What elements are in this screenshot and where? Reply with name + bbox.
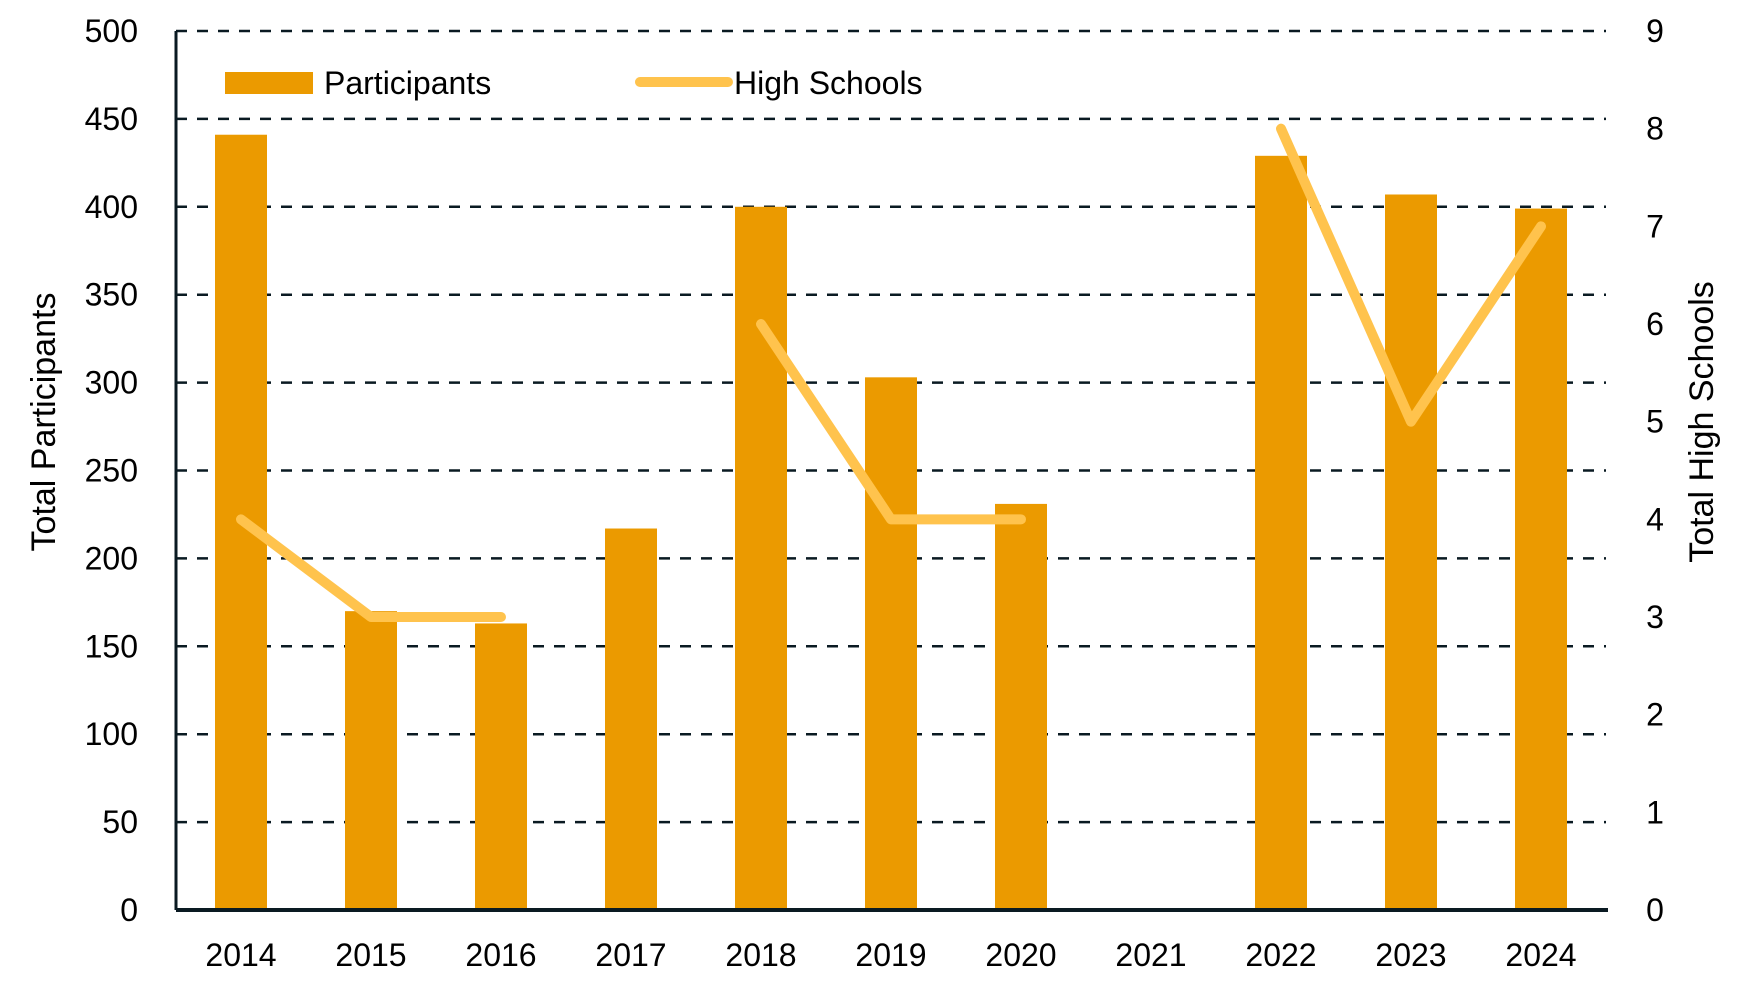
left-tick-label: 250 — [85, 453, 138, 489]
x-tick-label: 2017 — [595, 937, 666, 973]
x-tick-label: 2016 — [465, 937, 536, 973]
right-tick-label: 2 — [1646, 697, 1664, 733]
left-axis-ticks: 0 50 100 150 200 250 300 350 400 450 500 — [85, 13, 138, 928]
left-tick-label: 0 — [120, 892, 138, 928]
x-tick-label: 2024 — [1505, 937, 1576, 973]
right-tick-label: 8 — [1646, 111, 1664, 147]
legend: Participants High Schools — [225, 65, 923, 101]
left-tick-label: 150 — [85, 628, 138, 664]
x-tick-label: 2022 — [1245, 937, 1316, 973]
axes — [174, 31, 1608, 912]
right-tick-label: 4 — [1646, 501, 1664, 537]
left-tick-label: 50 — [102, 804, 138, 840]
left-tick-label: 450 — [85, 101, 138, 137]
bar-2017 — [605, 528, 657, 910]
legend-participants-swatch — [225, 72, 313, 94]
bar-2015 — [345, 611, 397, 910]
left-tick-label: 300 — [85, 365, 138, 401]
right-tick-label: 6 — [1646, 306, 1664, 342]
x-tick-label: 2020 — [985, 937, 1056, 973]
right-tick-label: 1 — [1646, 794, 1664, 830]
high-schools-line — [236, 123, 1546, 622]
x-tick-label: 2019 — [855, 937, 926, 973]
left-axis-title: Total Participants — [25, 293, 63, 552]
line-segment — [236, 514, 506, 622]
line-segment — [1276, 123, 1546, 427]
x-axis-ticks: 2014 2015 2016 2017 2018 2019 2020 2021 2022 2023… — [205, 937, 1576, 973]
right-tick-label: 0 — [1646, 892, 1664, 928]
bar-2023 — [1385, 194, 1437, 910]
right-tick-label: 3 — [1646, 599, 1664, 635]
participants-bars — [215, 134, 1567, 911]
legend-participants-label: Participants — [324, 65, 491, 101]
x-tick-label: 2015 — [335, 937, 406, 973]
right-tick-label: 9 — [1646, 13, 1664, 49]
left-tick-label: 350 — [85, 277, 138, 313]
bar-2022 — [1255, 155, 1307, 910]
left-tick-label: 200 — [85, 540, 138, 576]
x-tick-label: 2021 — [1115, 937, 1186, 973]
right-axis-ticks: 0 1 2 3 4 5 6 7 8 9 — [1646, 13, 1664, 928]
right-tick-label: 7 — [1646, 208, 1664, 244]
x-tick-label: 2018 — [725, 937, 796, 973]
right-axis-title: Total High Schools — [1683, 281, 1721, 563]
bar-2018 — [735, 206, 787, 911]
bar-2016 — [475, 623, 527, 910]
left-tick-label: 100 — [85, 716, 138, 752]
right-tick-label: 5 — [1646, 404, 1664, 440]
left-tick-label: 500 — [85, 13, 138, 49]
x-tick-label: 2014 — [205, 937, 276, 973]
bar-2020 — [995, 503, 1047, 910]
legend-high-schools-label: High Schools — [734, 65, 923, 101]
bar-2024 — [1515, 208, 1567, 911]
bar-2019 — [865, 377, 917, 910]
left-tick-label: 400 — [85, 189, 138, 225]
x-tick-label: 2023 — [1375, 937, 1446, 973]
line-segment — [756, 319, 1026, 525]
